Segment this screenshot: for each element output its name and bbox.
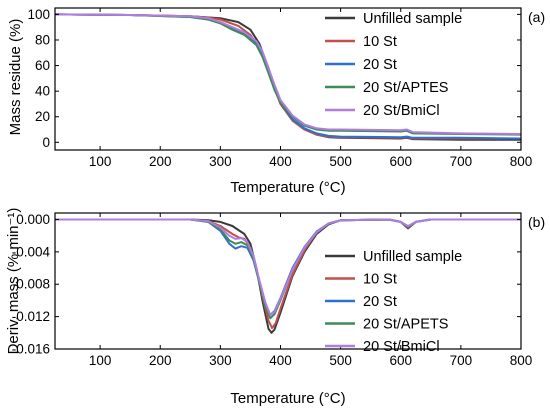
x-tick-label: 200 bbox=[149, 154, 172, 169]
x-tick-label: 200 bbox=[149, 353, 172, 368]
panel-b: 100 200 300 400 500 600 700 800 0.000 -0.004 -0.00… bbox=[5, 208, 545, 407]
legend-label: 10 St bbox=[363, 34, 397, 50]
series-line-10-st bbox=[55, 218, 521, 329]
legend-label: Unfilled sample bbox=[363, 249, 462, 265]
y-tick-label: 40 bbox=[35, 84, 50, 99]
y-tick-label: 80 bbox=[35, 32, 50, 47]
x-tick-label: 400 bbox=[269, 154, 292, 169]
panel-a: 100 200 300 400 500 600 700 800 0 20 40 60 80 100 Temp… bbox=[7, 7, 545, 196]
series-line-20-st-apets bbox=[55, 218, 521, 320]
series-line-20-st-aptes bbox=[54, 13, 522, 136]
series-line-unfilled-sample bbox=[54, 13, 521, 141]
x-tick-label: 400 bbox=[269, 353, 292, 368]
legend-label: Unfilled sample bbox=[363, 11, 462, 27]
legend-label: 10 St bbox=[363, 272, 397, 288]
series-line-20-st bbox=[55, 218, 521, 316]
y-tick-label: -0.012 bbox=[12, 309, 50, 324]
y-axis-label: Mass residue (%) bbox=[7, 19, 24, 136]
legend-label: 20 St/BmiCl bbox=[363, 339, 440, 355]
x-tick-label: 700 bbox=[450, 154, 473, 169]
x-tick-label: 800 bbox=[510, 154, 533, 169]
series-line-20-st bbox=[54, 13, 522, 140]
y-tick-label: 20 bbox=[35, 109, 50, 124]
series-line-20-st-bmicl bbox=[54, 13, 522, 135]
panel-label: (a) bbox=[528, 9, 545, 25]
y-tick-label: -0.008 bbox=[12, 277, 50, 292]
series-line-10-st bbox=[54, 13, 521, 140]
x-tick-label: 300 bbox=[209, 154, 232, 169]
y-tick-label: -0.016 bbox=[12, 342, 50, 357]
x-tick-label: 100 bbox=[89, 353, 112, 368]
x-tick-label: 300 bbox=[209, 353, 232, 368]
y-axis-label: Deriv. mass (% min⁻¹) bbox=[5, 208, 22, 355]
series-line-20-st-bmicl bbox=[55, 218, 521, 316]
panel-label: (b) bbox=[528, 214, 545, 230]
legend-label: 20 St/BmiCl bbox=[363, 103, 440, 119]
x-axis-label: Temperature (°C) bbox=[230, 390, 345, 407]
x-tick-label: 700 bbox=[450, 353, 473, 368]
y-tick-label: 60 bbox=[35, 58, 50, 73]
y-tick-label: 100 bbox=[27, 7, 50, 22]
legend: Unfilled sample 10 St 20 St 20 St/APETS 20 S… bbox=[325, 249, 462, 355]
y-tick-label: -0.004 bbox=[12, 244, 51, 259]
legend-label: 20 St bbox=[363, 57, 397, 73]
x-tick-label: 600 bbox=[389, 353, 412, 368]
x-axis-label: Temperature (°C) bbox=[230, 179, 345, 196]
x-tick-label: 800 bbox=[510, 353, 533, 368]
plot-frame bbox=[54, 7, 522, 151]
y-tick-label: 0.000 bbox=[16, 212, 50, 227]
legend: Unfilled sample 10 St 20 St 20 St/APTES 20 S… bbox=[325, 11, 462, 119]
x-tick-label: 600 bbox=[389, 154, 412, 169]
y-tick-label: 0 bbox=[42, 135, 50, 150]
legend-label: 20 St bbox=[363, 294, 397, 310]
x-tick-label: 500 bbox=[329, 353, 352, 368]
x-tick-label: 100 bbox=[89, 154, 112, 169]
legend-label: 20 St/APTES bbox=[363, 80, 448, 96]
x-tick-label: 500 bbox=[329, 154, 352, 169]
series-line-unfilled-sample bbox=[55, 218, 521, 334]
plot-frame bbox=[54, 212, 522, 350]
legend-label: 20 St/APETS bbox=[363, 317, 448, 333]
